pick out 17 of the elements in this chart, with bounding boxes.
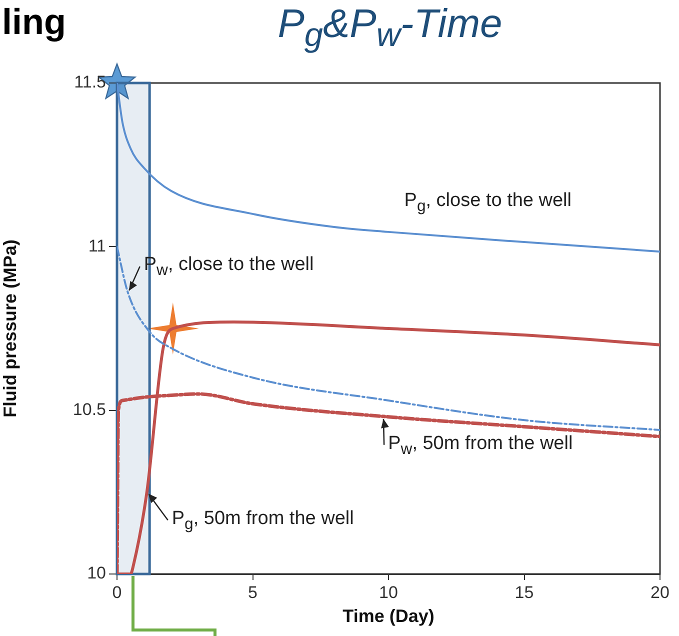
chart-title: P$_{g}$&P$_{w}$-Time [276,2,504,55]
annotation: P$_{g}$, 50m from the well [172,507,354,535]
y-tick-label: 10.5 [72,400,106,420]
y-tick-label: 11.5 [74,72,106,92]
y-tick-label: 10 [87,564,106,583]
x-tick-label: 10 [379,582,398,602]
line-series [117,246,660,431]
annotation: P$_{w}$, 50m from the well [388,432,573,460]
y-tick-label: 11 [88,236,106,256]
x-tick-label: 20 [650,582,670,602]
annotation: P$_{g}$, close to the well [404,189,572,217]
x-tick-label: 5 [248,582,258,602]
x-axis-title: Time (Day) [342,606,434,626]
x-tick-label: 0 [112,582,122,602]
y-axis-title: Fluid pressure (MPa) [0,239,20,418]
text: ling [2,1,66,42]
x-tick-label: 15 [514,582,534,602]
